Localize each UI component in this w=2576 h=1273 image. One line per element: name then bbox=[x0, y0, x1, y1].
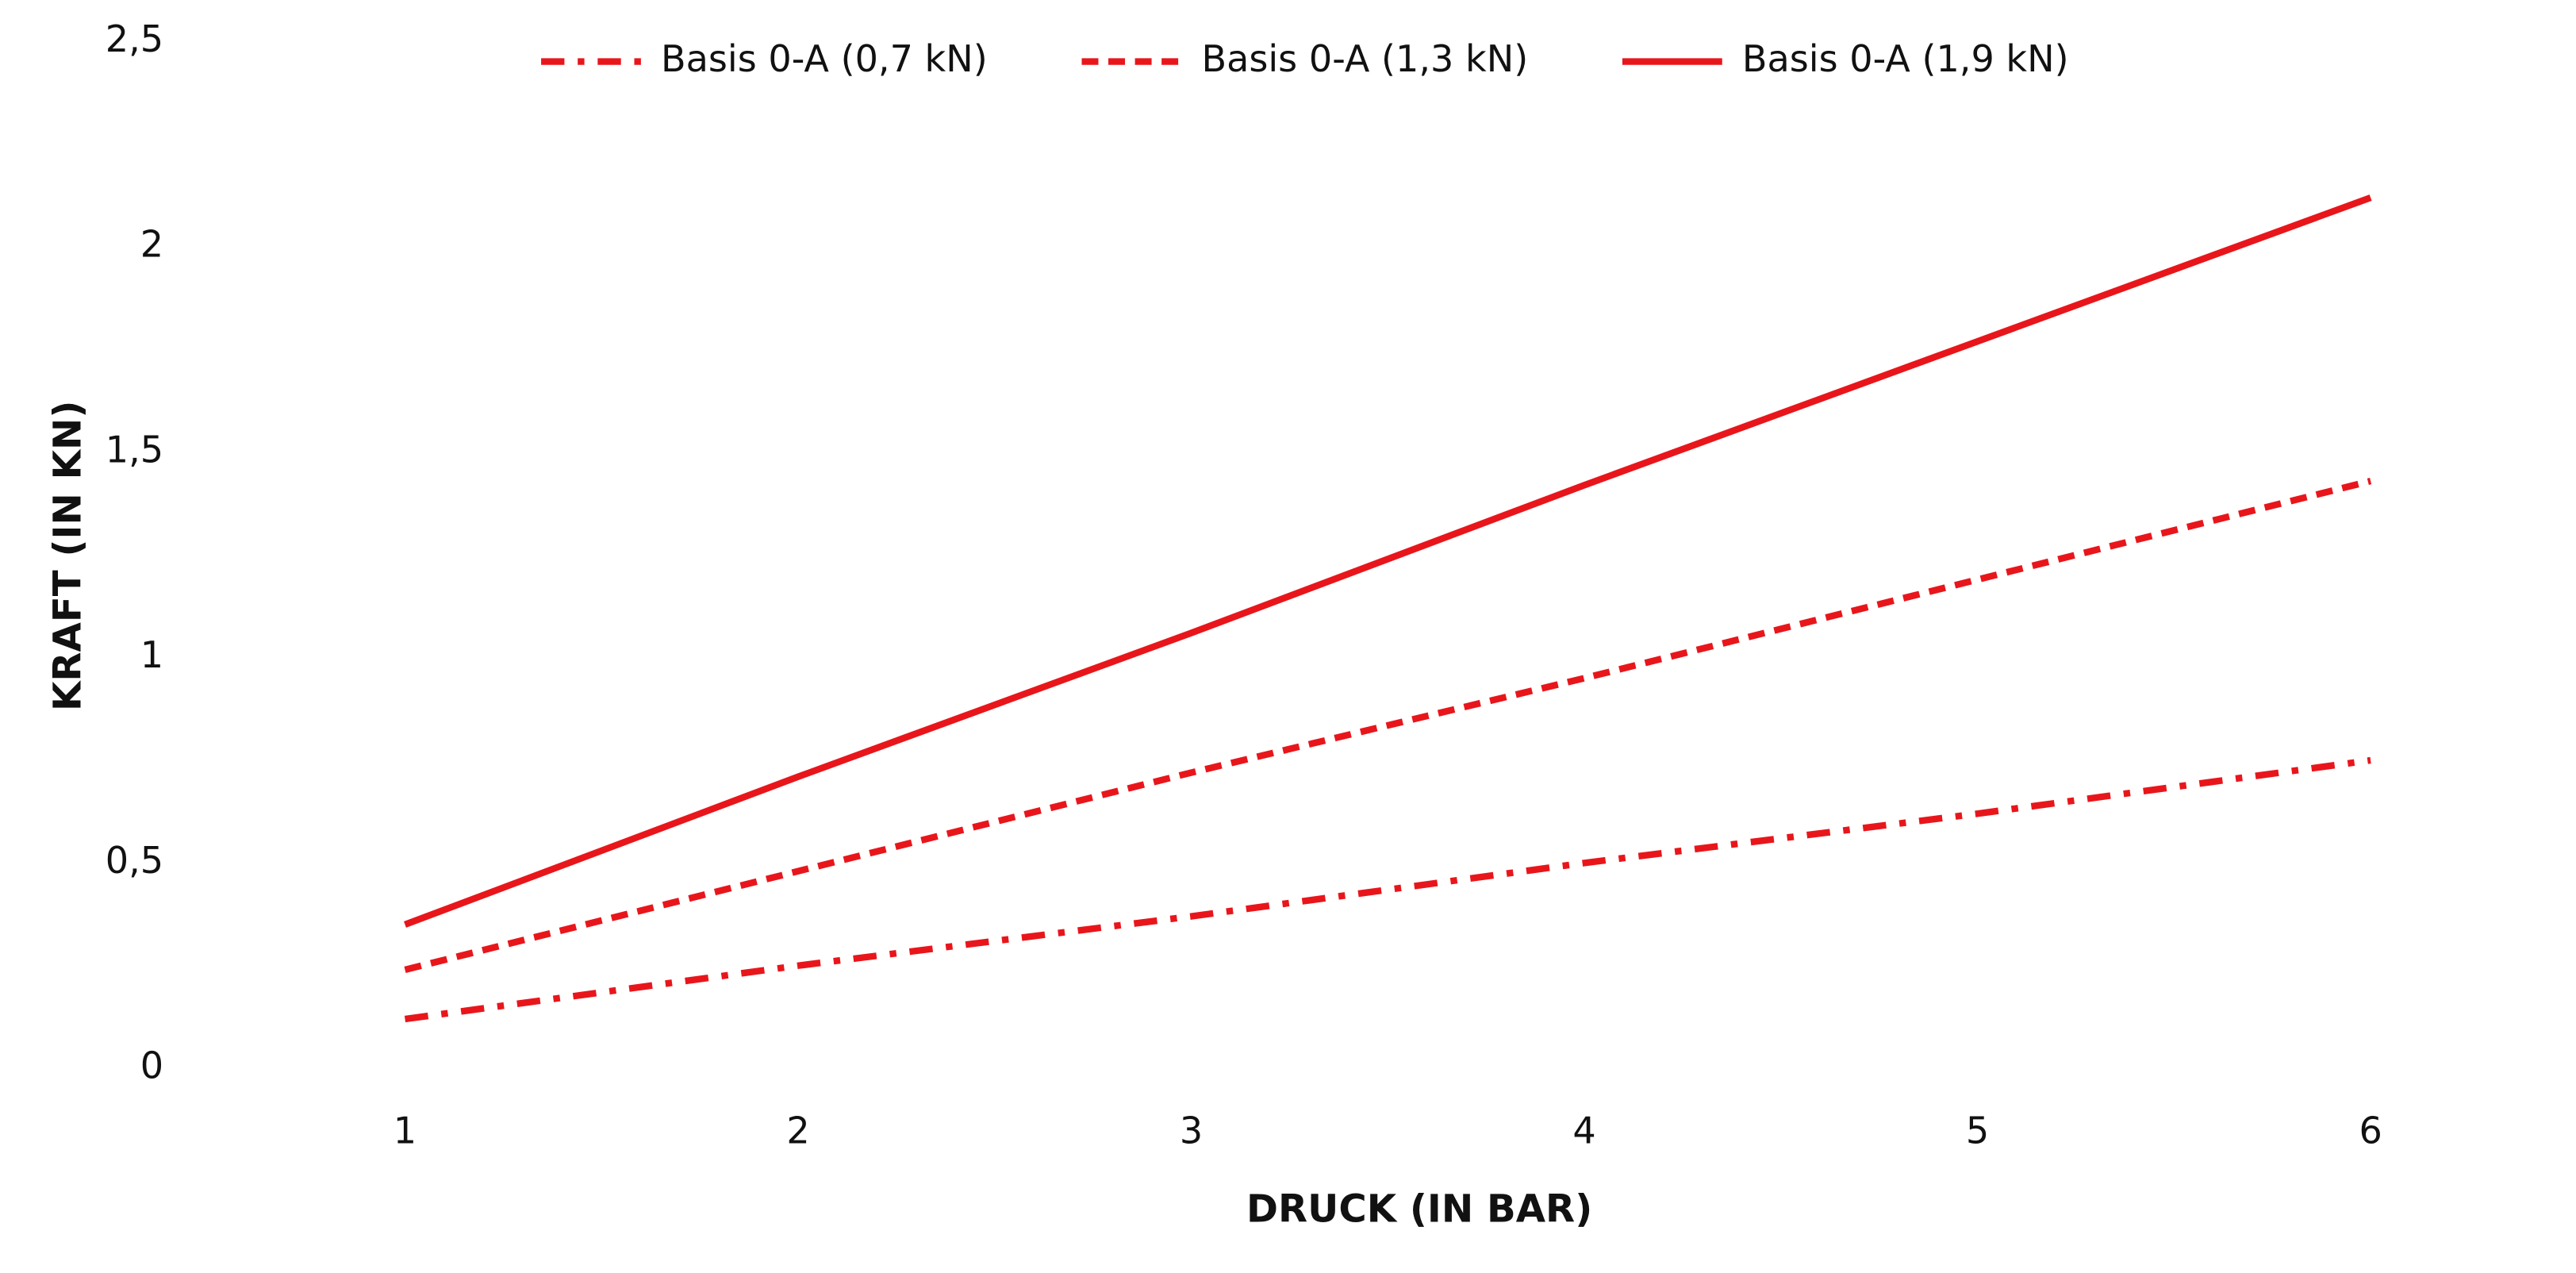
x-tick-label: 2 bbox=[786, 1109, 809, 1152]
y-tick-label: 2,5 bbox=[106, 17, 163, 60]
y-tick-label: 1,5 bbox=[106, 428, 163, 471]
y-tick-label: 1 bbox=[140, 633, 163, 676]
y-axis-title: KRAFT (IN KN) bbox=[46, 401, 90, 711]
legend-label: Basis 0-A (1,9 kN) bbox=[1742, 37, 2069, 80]
x-tick-label: 6 bbox=[2359, 1109, 2382, 1152]
x-tick-label: 4 bbox=[1572, 1109, 1595, 1152]
x-tick-label: 1 bbox=[394, 1109, 417, 1152]
x-tick-label: 3 bbox=[1180, 1109, 1203, 1152]
series-line bbox=[404, 194, 2372, 928]
series-line bbox=[404, 478, 2372, 973]
y-tick-label: 0 bbox=[140, 1044, 163, 1087]
y-tick-label: 0,5 bbox=[106, 839, 163, 882]
x-axis-title: DRUCK (IN BAR) bbox=[1246, 1186, 1592, 1231]
legend-label: Basis 0-A (1,3 kN) bbox=[1201, 37, 1528, 80]
legend-label: Basis 0-A (0,7 kN) bbox=[661, 37, 988, 80]
series-line bbox=[404, 756, 2371, 1023]
x-tick-label: 5 bbox=[1966, 1109, 1989, 1152]
y-tick-label: 2 bbox=[140, 223, 163, 266]
